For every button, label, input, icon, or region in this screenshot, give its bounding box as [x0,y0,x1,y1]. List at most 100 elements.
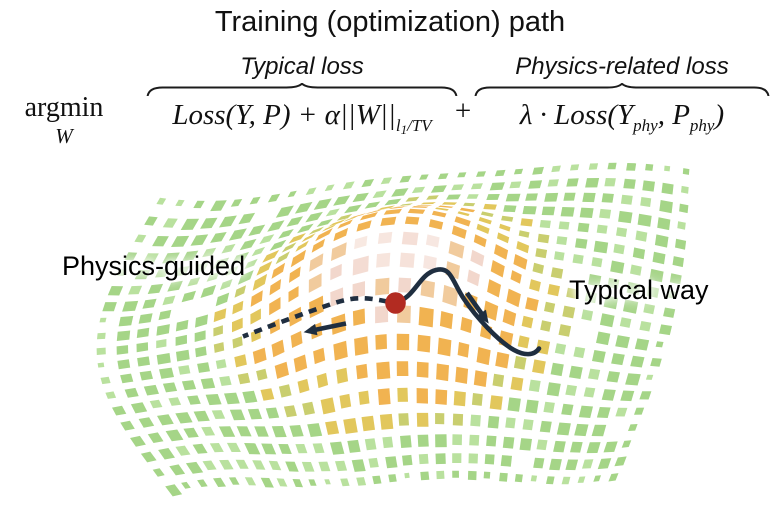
surface-cell [316,218,333,227]
surface-cell [260,388,275,401]
surface-cell [174,266,190,277]
surface-cell [225,265,239,276]
surface-cell [539,220,551,229]
expr-sub-phy-1: phy [633,116,658,135]
surface-cell [487,279,501,298]
surface-cell [235,459,249,469]
surface-cell [372,475,382,485]
surface-cell [583,387,596,398]
surface-cell [423,255,437,271]
surface-cell [468,453,478,464]
surface-cell [210,232,227,243]
surface-cell [607,277,620,290]
surface-cell [162,382,178,393]
surface-cell [539,420,552,433]
surface-cell [436,363,449,382]
surface-cell [377,231,393,244]
surface-cell [128,285,143,295]
surface-cell [419,174,429,180]
surface-cell [185,461,204,474]
surface-cell [457,342,470,358]
surface-cell [342,181,355,190]
surface-cell [398,277,412,293]
surface-cell [635,230,648,242]
surface-cell [654,234,669,248]
surface-cell [215,359,227,369]
surface-cell [677,221,686,230]
surface-cell [343,215,358,222]
surface-cell [439,311,454,330]
surface-cell [213,342,225,353]
surface-cell [563,192,576,201]
surface-cell [100,376,111,385]
surface-cell [333,227,349,242]
surface-cell [553,440,566,453]
surface-cell [649,268,664,283]
surface-cell [149,399,163,409]
surface-cell [663,307,676,318]
surface-cell [316,372,329,389]
surface-cell [231,252,249,265]
surface-cell [401,231,419,246]
surface-cell [596,331,611,346]
surface-cell [219,459,234,470]
surface-cell [116,330,131,341]
surface-cell [156,353,171,365]
expr-sub-rest: /TV [407,116,432,135]
surface-cell [375,305,389,324]
surface-cell [169,464,186,476]
expr-end: ) [714,99,725,131]
surface-cell [293,354,308,373]
surface-cell [97,332,106,340]
surface-cell [352,255,369,276]
surface-cell [623,178,636,189]
surface-cell [385,456,398,469]
typical-path [397,267,542,357]
surface-cell [454,216,471,227]
surface-cell [646,286,660,298]
surface-cell [578,405,593,418]
surface-cell [242,390,258,404]
surface-cell [375,277,390,296]
surface-cell [407,208,426,214]
surface-cell [359,212,378,221]
surface-cell [396,333,410,351]
surface-cell [478,217,492,225]
surface-cell [473,370,488,387]
surface-cell [596,407,611,418]
surface-cell [480,211,494,217]
surface-cell [492,373,505,388]
surface-cell [530,475,538,482]
surface-cell [140,451,157,463]
physics-loss-expression: λ · Loss(Yphy, Pphy) [474,97,770,144]
surface-cell [136,327,150,338]
surface-cell [237,270,254,285]
surface-cell [672,256,684,268]
expr-sub-l: l [395,116,401,135]
surface-cell [417,334,431,353]
surface-cell [382,436,394,449]
surface-cell [219,279,233,291]
surface-cell [324,184,335,192]
surface-cell [679,203,689,214]
surface-cell [356,220,372,232]
surface-cell [591,257,603,268]
surface-cell [175,199,185,207]
surface-cell [582,192,596,203]
surface-cell [232,336,243,349]
surface-cell [404,472,410,479]
surface-cell [525,297,539,312]
surface-cell [364,201,381,209]
surface-cell [330,263,342,281]
surface-cell [162,252,180,264]
surface-cell [457,211,470,217]
surface-cell [632,247,646,260]
surface-cell [244,258,258,270]
surface-cell [283,405,297,418]
surface-cell [577,476,586,483]
surface-cell [560,207,575,217]
surface-cell [547,179,559,187]
surface-cell [99,317,107,323]
surface-cell [561,476,571,485]
surface-cell [437,337,452,357]
